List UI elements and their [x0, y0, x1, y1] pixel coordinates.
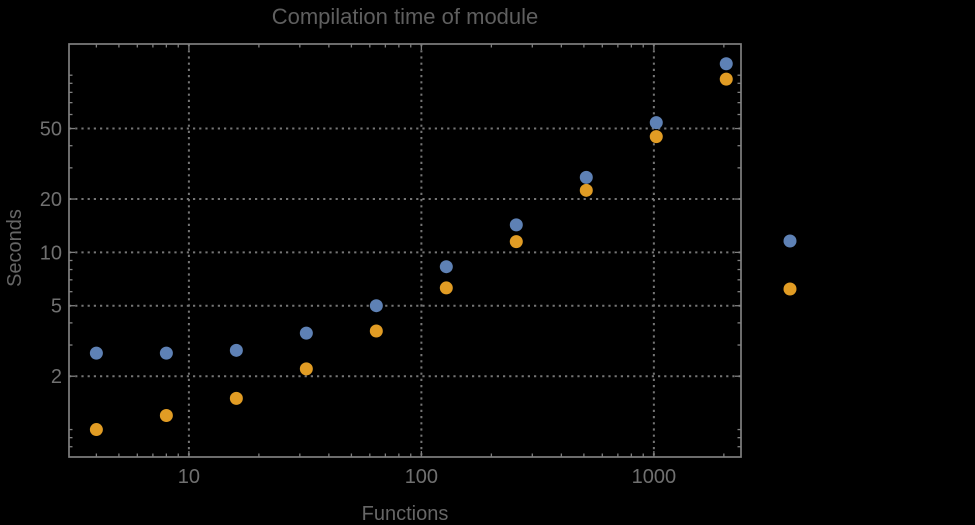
- data-point: [89, 423, 103, 437]
- data-points: [89, 57, 733, 437]
- data-point: [579, 183, 593, 197]
- legend-series-orange-marker: [783, 282, 797, 296]
- data-point: [649, 116, 663, 130]
- y-tick-label: 50: [40, 119, 62, 141]
- data-point: [439, 281, 453, 295]
- y-tick-label: 2: [51, 366, 62, 388]
- data-point: [439, 260, 453, 274]
- data-point: [719, 72, 733, 86]
- series-orange: [89, 72, 733, 437]
- chart-title: Compilation time of module: [272, 4, 539, 29]
- data-point: [229, 343, 243, 357]
- y-axis-label: Seconds: [4, 209, 26, 287]
- series-blue: [89, 57, 733, 360]
- axis-ticks: [69, 44, 741, 457]
- x-tick-label: 1000: [632, 466, 677, 488]
- y-tick-labels: 2 5 10 20 50: [40, 119, 62, 389]
- data-point: [229, 391, 243, 405]
- gridlines: [69, 44, 741, 457]
- data-point: [369, 324, 383, 338]
- x-axis-label: Functions: [362, 503, 449, 525]
- data-point: [369, 299, 383, 313]
- legend-series-blue-marker: [783, 234, 797, 248]
- data-point: [159, 409, 173, 423]
- data-point: [509, 235, 523, 249]
- data-point: [649, 130, 663, 144]
- data-point: [299, 362, 313, 376]
- data-point: [89, 346, 103, 360]
- data-point: [299, 326, 313, 340]
- plot-frame: [68, 43, 742, 458]
- x-tick-label: 100: [405, 466, 438, 488]
- legend: [783, 234, 797, 296]
- x-tick-labels: 10 100 1000: [178, 466, 676, 488]
- data-point: [719, 57, 733, 71]
- data-point: [579, 170, 593, 184]
- y-tick-label: 5: [51, 296, 62, 318]
- data-point: [509, 218, 523, 232]
- y-tick-label: 20: [40, 189, 62, 211]
- y-tick-label: 10: [40, 242, 62, 264]
- x-tick-label: 10: [178, 466, 200, 488]
- data-point: [159, 346, 173, 360]
